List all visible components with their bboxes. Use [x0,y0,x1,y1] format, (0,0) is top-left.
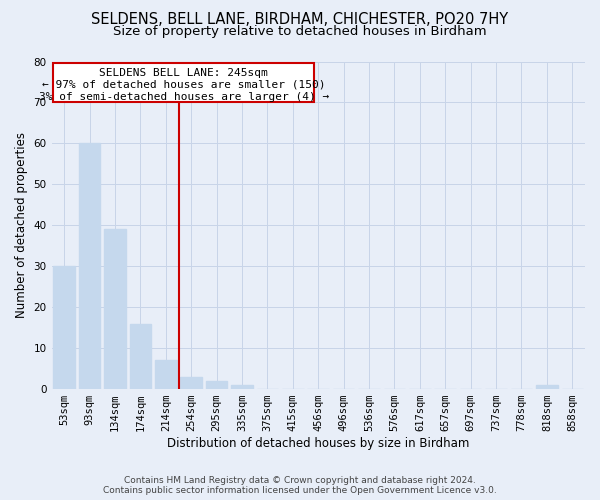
Y-axis label: Number of detached properties: Number of detached properties [15,132,28,318]
Text: SELDENS BELL LANE: 245sqm: SELDENS BELL LANE: 245sqm [99,68,268,78]
Text: 3% of semi-detached houses are larger (4) →: 3% of semi-detached houses are larger (4… [38,92,329,102]
Text: SELDENS, BELL LANE, BIRDHAM, CHICHESTER, PO20 7HY: SELDENS, BELL LANE, BIRDHAM, CHICHESTER,… [91,12,509,28]
Text: Size of property relative to detached houses in Birdham: Size of property relative to detached ho… [113,25,487,38]
Bar [155,360,176,389]
Bar [181,377,202,389]
Bar [104,230,126,389]
Bar [536,385,557,389]
Bar [79,144,100,389]
Bar [130,324,151,389]
Text: Contains HM Land Registry data © Crown copyright and database right 2024.
Contai: Contains HM Land Registry data © Crown c… [103,476,497,495]
Text: ← 97% of detached houses are smaller (150): ← 97% of detached houses are smaller (15… [42,80,325,90]
X-axis label: Distribution of detached houses by size in Birdham: Distribution of detached houses by size … [167,437,469,450]
Bar [231,385,253,389]
Bar [206,381,227,389]
Bar [53,266,75,389]
FancyBboxPatch shape [53,62,314,102]
